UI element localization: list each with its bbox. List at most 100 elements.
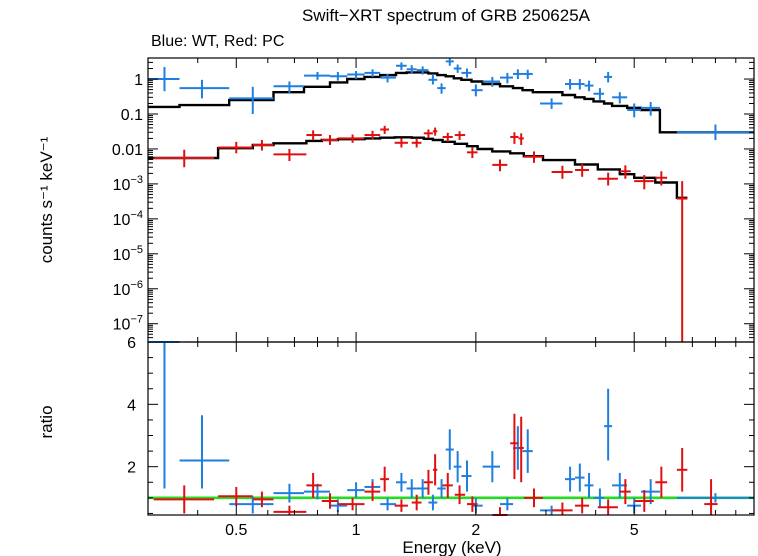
- ratio-data-point: [482, 451, 501, 483]
- spectrum-data-point: [584, 80, 594, 92]
- spectrum-data-point: [540, 98, 563, 109]
- spectrum-data-point: [411, 138, 422, 148]
- spectrum-data-point: [551, 165, 573, 179]
- ratio-data-point: [380, 497, 397, 511]
- x-tick-label: 2: [471, 522, 480, 539]
- ratio-data-point: [153, 485, 215, 514]
- ratio-data-point: [453, 451, 462, 483]
- ratio-data-point: [510, 413, 519, 480]
- spectrum-data-point: [454, 131, 466, 141]
- ratio-data-point: [593, 488, 605, 508]
- spectrum-data-point: [306, 130, 322, 141]
- ratio-data-point: [522, 429, 533, 473]
- ratio-data-point: [604, 388, 613, 461]
- ratio-panel: 2 4 6 0.5 1 2 5: [127, 335, 755, 539]
- ratio-data-point: [551, 502, 573, 515]
- spectrum-data-point: [394, 138, 408, 148]
- spectrum-data-point: [153, 149, 215, 168]
- ratio-data-point: [619, 479, 631, 505]
- spectrum-data-point: [428, 75, 438, 85]
- ratio-data-point: [523, 488, 544, 508]
- ratio-data-point: [428, 494, 438, 511]
- spectrum-data-point: [612, 92, 628, 104]
- spectrum-data-point: [364, 69, 381, 77]
- spectrum-y-tick-label: 10−6: [113, 279, 143, 299]
- spectrum-panel: 1 0.1 0.01 10−3 10−4 10−5 10−6 10−7: [112, 57, 755, 343]
- x-tick-label: 5: [630, 522, 639, 539]
- ratio-data-point: [597, 499, 618, 515]
- x-axis-label: Energy (keV): [402, 538, 501, 556]
- ratio-data-point: [179, 415, 230, 489]
- spectrum-data-point: [471, 84, 483, 97]
- ratio-y-tick-label: 6: [127, 335, 136, 352]
- spectrum-data-point: [619, 165, 631, 179]
- spectrum-data-point: [380, 73, 397, 83]
- spectrum-data-point: [676, 124, 754, 141]
- ratio-data-point: [676, 493, 754, 503]
- spectrum-data-point: [604, 71, 613, 83]
- ratio-data-point: [394, 499, 408, 512]
- spectrum-data-point: [523, 151, 544, 163]
- ratio-data-point: [676, 447, 688, 492]
- spectrum-y-tick-label: 0.01: [112, 142, 143, 159]
- spectrum-series-pc: [153, 125, 688, 342]
- spectrum-data-point: [500, 72, 514, 84]
- spectrum-data-point: [380, 125, 390, 134]
- ratio-panel-frame: [147, 341, 755, 516]
- ratio-data-point: [584, 472, 594, 498]
- spectrum-data-point: [364, 130, 381, 140]
- ratio-data-point: [461, 460, 472, 492]
- ratio-y-axis-label: ratio: [37, 405, 56, 438]
- ratio-data-point: [575, 497, 590, 514]
- ratio-data-point: [565, 466, 576, 492]
- ratio-data-point: [442, 472, 453, 498]
- ratio-data-point: [411, 494, 422, 511]
- model-wt-model: [148, 71, 754, 134]
- spectrum-data-point: [337, 134, 365, 143]
- ratio-data-point: [655, 466, 668, 498]
- spectrum-data-point: [482, 76, 501, 87]
- spectrum-y-tick-label: 10−3: [113, 174, 143, 194]
- ratio-data-point: [445, 429, 454, 470]
- ratio-data-point: [518, 416, 524, 483]
- spectrum-data-point: [396, 62, 407, 71]
- ratio-data-point: [432, 454, 438, 486]
- spectrum-data-point: [445, 58, 454, 66]
- ratio-data-point: [337, 497, 365, 511]
- spectrum-data-point: [466, 147, 478, 159]
- ratio-data-point: [304, 483, 331, 500]
- spectrum-data-point: [510, 132, 519, 144]
- ratio-data-point: [380, 466, 390, 492]
- chart-subtitle: Blue: WT, Red: PC: [151, 33, 284, 50]
- spectrum-data-point: [513, 69, 523, 80]
- spectrum-data-point: [321, 135, 338, 145]
- spectrum-data-point: [179, 79, 230, 99]
- spectrum-data-point: [347, 70, 365, 80]
- spectrum-data-point: [565, 79, 576, 90]
- model-pc-model: [148, 136, 688, 199]
- spectrum-data-point: [423, 129, 433, 138]
- spectrum-data-point: [229, 86, 274, 114]
- ratio-data-point: [634, 490, 654, 512]
- ratio-data-point: [500, 497, 514, 511]
- ratio-data-point: [406, 479, 417, 498]
- spectrum-data-point: [218, 141, 253, 154]
- x-tick-label: 0.5: [225, 522, 247, 539]
- ratio-data-point: [492, 507, 508, 516]
- spectrum-data-point: [575, 79, 585, 90]
- ratio-data-point: [218, 486, 253, 506]
- spectrum-data-point: [575, 164, 590, 177]
- spectrum-data-point: [627, 103, 641, 118]
- ratio-data-point: [321, 493, 338, 509]
- spectrum-data-point: [597, 172, 618, 186]
- spectrum-data-point: [492, 159, 508, 172]
- x-tick-label: 1: [352, 522, 361, 539]
- spectrum-data-point: [252, 140, 274, 151]
- spectrum-data-point: [461, 68, 472, 78]
- ratio-data-point: [437, 479, 446, 498]
- ratio-series-wt: [148, 341, 754, 515]
- ratio-data-point: [273, 483, 305, 503]
- ratio-data-point: [454, 485, 466, 505]
- spectrum-data-point: [304, 71, 331, 80]
